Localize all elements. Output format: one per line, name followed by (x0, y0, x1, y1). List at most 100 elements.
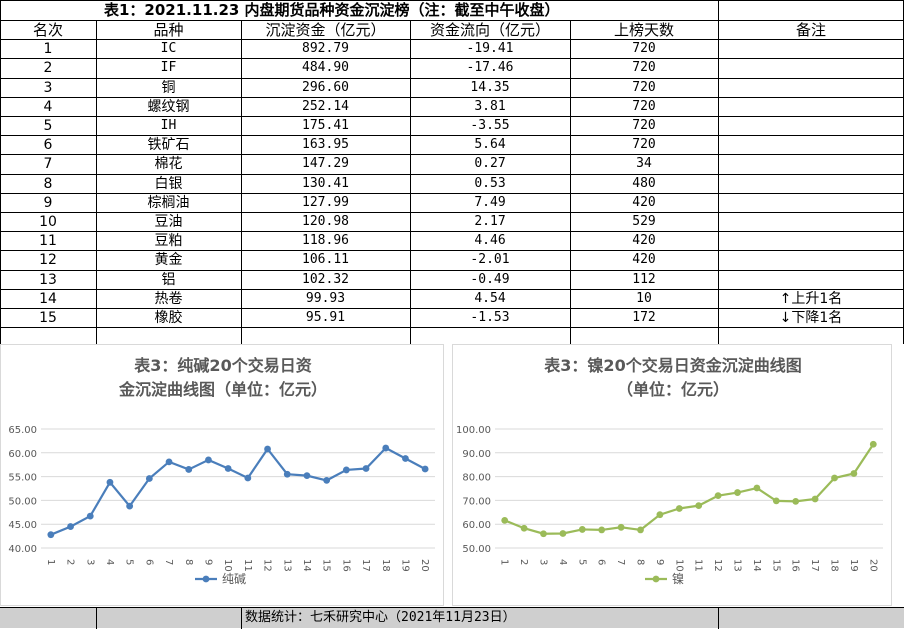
data-point (501, 516, 509, 524)
cell-flow: -0.49 (470, 271, 510, 287)
cell-fund: 147.29 (302, 156, 349, 172)
x-tick-label: 3 (538, 559, 549, 565)
cell-rank: 13 (39, 271, 57, 288)
table-title: 表1：2021.11.23 内盘期货品种资金沉淀榜（注：截至中午收盘） (104, 1, 560, 19)
cell-name: 螺纹钢 (147, 98, 190, 115)
data-point (753, 484, 761, 492)
cell-name: 棉花 (154, 156, 183, 173)
x-tick-label: 18 (380, 559, 391, 572)
data-point (520, 524, 528, 532)
cell-name: IC (160, 41, 177, 57)
cell-name: 豆粕 (154, 233, 183, 250)
y-tick-label: 50.00 (8, 496, 37, 507)
x-tick-label: 16 (790, 559, 801, 572)
x-tick-label: 13 (281, 559, 292, 572)
x-tick-label: 19 (399, 559, 410, 572)
cell-fund: 484.90 (302, 60, 349, 76)
cell-name: 铝 (161, 271, 176, 288)
data-point (559, 530, 567, 537)
x-tick-label: 19 (848, 559, 859, 572)
cell-flow: 2.17 (474, 214, 506, 229)
data-point (831, 474, 838, 482)
data-point (342, 466, 350, 474)
cell-fund: 892.79 (302, 41, 349, 57)
data-point (323, 477, 331, 484)
x-tick-label: 17 (809, 559, 820, 572)
cell-days: 420 (632, 233, 656, 249)
data-point (540, 530, 547, 538)
cell-rank: 6 (43, 137, 53, 154)
chart-nickel: 表3：镍20个交易日资金沉淀曲线图 （单位：亿元） 50.00 60.00 70.00 8… (456, 356, 883, 586)
cell-rank: 14 (39, 290, 57, 307)
table-grid-lines (0, 0, 904, 344)
cell-rank: 1 (43, 41, 53, 58)
cell-fund: 118.96 (302, 233, 349, 249)
x-tick-label: 13 (732, 559, 743, 572)
chart-title: （单位：亿元） (617, 380, 729, 399)
cell-fund: 120.98 (302, 214, 349, 229)
cell-flow: -1.53 (470, 310, 510, 325)
cell-rank: 11 (39, 233, 57, 250)
data-point (47, 531, 55, 539)
header-flow: 资金流向（亿元） (429, 21, 550, 39)
legend-label: 镍 (672, 572, 684, 586)
cell-days: 112 (632, 271, 656, 287)
cell-days: 34 (636, 156, 652, 172)
x-tick-label: 15 (321, 559, 332, 572)
header-fund: 沉淀资金（亿元） (265, 21, 386, 39)
data-point (772, 497, 780, 505)
x-tick-label: 8 (183, 559, 194, 565)
footer-text: 数据统计：七禾研究中心（2021年11月23日） (245, 610, 516, 625)
data-point (106, 478, 114, 486)
legend-point-marker (652, 575, 660, 583)
cell-rank: 9 (43, 194, 53, 211)
data-point (382, 444, 390, 452)
cell-flow: -17.46 (466, 60, 514, 76)
cell-days: 420 (632, 252, 656, 268)
cell-flow: 7.49 (474, 194, 506, 210)
header-days: 上榜天数 (613, 21, 674, 39)
x-tick-label: 6 (143, 559, 154, 565)
cell-flow: 5.64 (474, 137, 506, 153)
cell-days: 480 (632, 175, 656, 191)
cell-rank: 7 (43, 156, 53, 173)
cell-days: 10 (636, 290, 652, 306)
chart-title: 金沉淀曲线图（单位：亿元） (118, 380, 327, 399)
data-point (126, 502, 134, 510)
data-point (598, 526, 606, 534)
cell-flow: -19.41 (466, 41, 514, 57)
data-point (402, 455, 409, 462)
cell-rank: 12 (39, 252, 57, 269)
cell-name: 白银 (154, 175, 183, 192)
data-point (421, 465, 429, 473)
x-tick-label: 1 (499, 559, 510, 565)
y-tick-label: 50.00 (462, 544, 491, 555)
x-tick-label: 2 (518, 559, 529, 565)
x-tick-label: 6 (596, 559, 607, 565)
x-tick-label: 14 (751, 559, 762, 572)
chart-title: 表3：镍20个交易日资金沉淀曲线图 (543, 356, 801, 375)
data-point (86, 512, 94, 520)
cell-rank: 8 (43, 175, 53, 192)
cell-days: 720 (632, 41, 656, 57)
chart-panel-soda-ash: 表3：纯碱20个交易日资 金沉淀曲线图（单位：亿元） 40.00 45.00 50.00… (0, 344, 444, 606)
x-tick-label: 12 (262, 559, 273, 572)
cell-flow: 4.46 (474, 233, 506, 249)
x-tick-label: 1 (45, 559, 56, 565)
cell-days: 720 (632, 98, 656, 114)
data-point (617, 523, 625, 531)
footer-divider (96, 608, 97, 629)
cell-days: 172 (632, 310, 656, 325)
cell-days: 720 (632, 137, 656, 153)
cell-rank: 5 (43, 118, 53, 134)
x-tick-label: 16 (340, 559, 351, 572)
data-point (283, 470, 291, 478)
x-tick-label: 12 (712, 559, 723, 572)
legend-point-marker (202, 575, 210, 583)
x-tick-label: 4 (557, 559, 568, 565)
data-point (869, 440, 877, 448)
cell-fund: 130.41 (302, 175, 349, 191)
data-point (675, 505, 683, 512)
table-title-row: 表1：2021.11.23 内盘期货品种资金沉淀榜（注：截至中午收盘） (0, 0, 904, 20)
